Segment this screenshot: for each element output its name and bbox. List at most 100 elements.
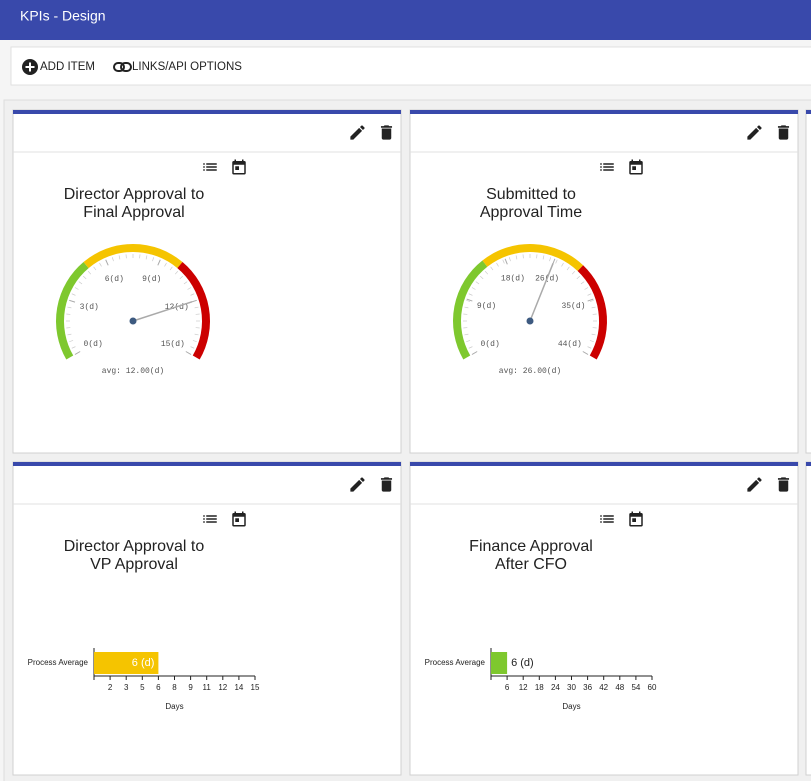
x-tick-label: 8 xyxy=(172,683,177,692)
toolbar xyxy=(10,46,811,86)
x-tick-label: 18 xyxy=(535,683,544,692)
gauge-minor-tick xyxy=(584,287,589,290)
gauge-tick xyxy=(466,298,473,302)
value-label: 6 (d) xyxy=(511,657,534,669)
gauge-minor-tick xyxy=(566,266,570,271)
add-item-button[interactable]: ADD ITEM xyxy=(22,59,95,75)
gauge-band xyxy=(56,262,89,360)
x-tick-label: 54 xyxy=(631,683,640,692)
x-tick-label: 60 xyxy=(648,683,657,692)
x-tick-label: 14 xyxy=(234,683,243,692)
gauge-minor-tick xyxy=(484,270,489,275)
gauge-minor-tick xyxy=(118,255,121,260)
x-tick-label: 11 xyxy=(203,683,212,692)
gauge-minor-tick xyxy=(475,281,480,285)
widget-title: Submitted to xyxy=(486,186,576,203)
gauge-minor-tick xyxy=(496,262,499,267)
gauge-minor-tick xyxy=(561,262,564,267)
x-tick-label: 9 xyxy=(188,683,193,692)
widget-title: VP Approval xyxy=(90,556,178,573)
delete-button[interactable] xyxy=(777,477,790,492)
gauge-band xyxy=(453,260,488,360)
gauge-minor-tick xyxy=(174,270,179,275)
x-axis-label: Days xyxy=(562,702,580,711)
gauge-tick-label: 0(d) xyxy=(481,340,500,349)
gauge-minor-tick xyxy=(589,299,594,302)
gauge-minor-tick xyxy=(71,346,76,349)
gauge-minor-tick xyxy=(464,306,469,309)
delete-button[interactable] xyxy=(380,477,393,492)
gauge-value-label: avg: 26.00(d) xyxy=(499,367,561,376)
gauge-minor-tick xyxy=(542,255,545,260)
gauge-minor-tick xyxy=(589,340,594,343)
gauge-tick xyxy=(105,259,109,266)
gauge-tick xyxy=(69,299,76,303)
gauge-tick-label: 35(d) xyxy=(561,302,585,311)
app-title: KPIs - Design xyxy=(20,8,106,24)
gauge-minor-tick xyxy=(490,266,494,271)
gauge-minor-tick xyxy=(169,266,173,271)
card-top-border xyxy=(410,110,798,114)
gauge-tick xyxy=(185,351,192,355)
gauge-minor-tick xyxy=(82,275,87,280)
x-tick-label: 12 xyxy=(519,683,528,692)
gauge-tick-label: 6(d) xyxy=(105,275,124,284)
gauge-minor-tick xyxy=(555,259,558,264)
widgets: Director Approval to Final Approval 0(d) 3(… xyxy=(12,109,799,776)
x-tick-label: 15 xyxy=(251,683,260,692)
delete-button[interactable] xyxy=(777,125,790,140)
gauge-tick-label: 3(d) xyxy=(80,303,99,312)
add-item-label: ADD ITEM xyxy=(40,61,95,73)
gauge-tick xyxy=(582,351,589,355)
widget-title: Director Approval to xyxy=(64,538,205,555)
widget-title: After CFO xyxy=(495,556,567,573)
gauge-tick xyxy=(587,298,594,302)
x-tick-label: 24 xyxy=(551,683,560,692)
gauge-minor-tick xyxy=(468,346,473,349)
gauge-minor-tick xyxy=(192,340,197,343)
x-tick-label: 30 xyxy=(567,683,576,692)
gauge-minor-tick xyxy=(179,275,184,280)
gauge-tick-label: 9(d) xyxy=(477,302,496,311)
gauge-minor-tick xyxy=(587,346,592,349)
gauge-tick xyxy=(471,351,478,355)
gauge-tick-label: 44(d) xyxy=(558,340,582,349)
gauge-band xyxy=(177,262,210,360)
delete-button[interactable] xyxy=(380,125,393,140)
x-tick-label: 3 xyxy=(124,683,129,692)
gauge-minor-tick xyxy=(466,340,471,343)
gauge-minor-tick xyxy=(194,333,199,336)
gauge-minor-tick xyxy=(99,262,102,267)
gauge-minor-tick xyxy=(464,333,469,336)
gauge-minor-tick xyxy=(93,266,97,271)
gauge-minor-tick xyxy=(580,281,585,285)
widget-title: Final Approval xyxy=(83,204,184,221)
x-tick-label: 42 xyxy=(599,683,608,692)
gauge-tick xyxy=(504,258,508,265)
card-partial-top xyxy=(806,462,811,466)
gauge-hub xyxy=(129,317,137,325)
gauge-minor-tick xyxy=(111,257,114,262)
gauge-minor-tick xyxy=(587,293,592,296)
gauge-minor-tick xyxy=(571,270,576,275)
links-label: LINKS/API OPTIONS xyxy=(132,61,242,73)
gauge-minor-tick xyxy=(152,257,155,262)
gauge-tick xyxy=(157,259,161,266)
x-tick-label: 5 xyxy=(140,683,145,692)
gauge-minor-tick xyxy=(183,281,188,285)
gauge-minor-tick xyxy=(576,275,581,280)
gauge-minor-tick xyxy=(69,340,74,343)
x-tick-label: 6 xyxy=(156,683,161,692)
gauge-tick xyxy=(74,351,81,355)
gauge-minor-tick xyxy=(190,293,195,296)
gauge-minor-tick xyxy=(466,299,471,302)
gauge-minor-tick xyxy=(190,346,195,349)
widget-title: Finance Approval xyxy=(469,538,593,555)
gauge-tick-label: 9(d) xyxy=(142,275,161,284)
links-button[interactable]: LINKS/API OPTIONS xyxy=(113,61,242,73)
gauge-minor-tick xyxy=(471,287,476,290)
